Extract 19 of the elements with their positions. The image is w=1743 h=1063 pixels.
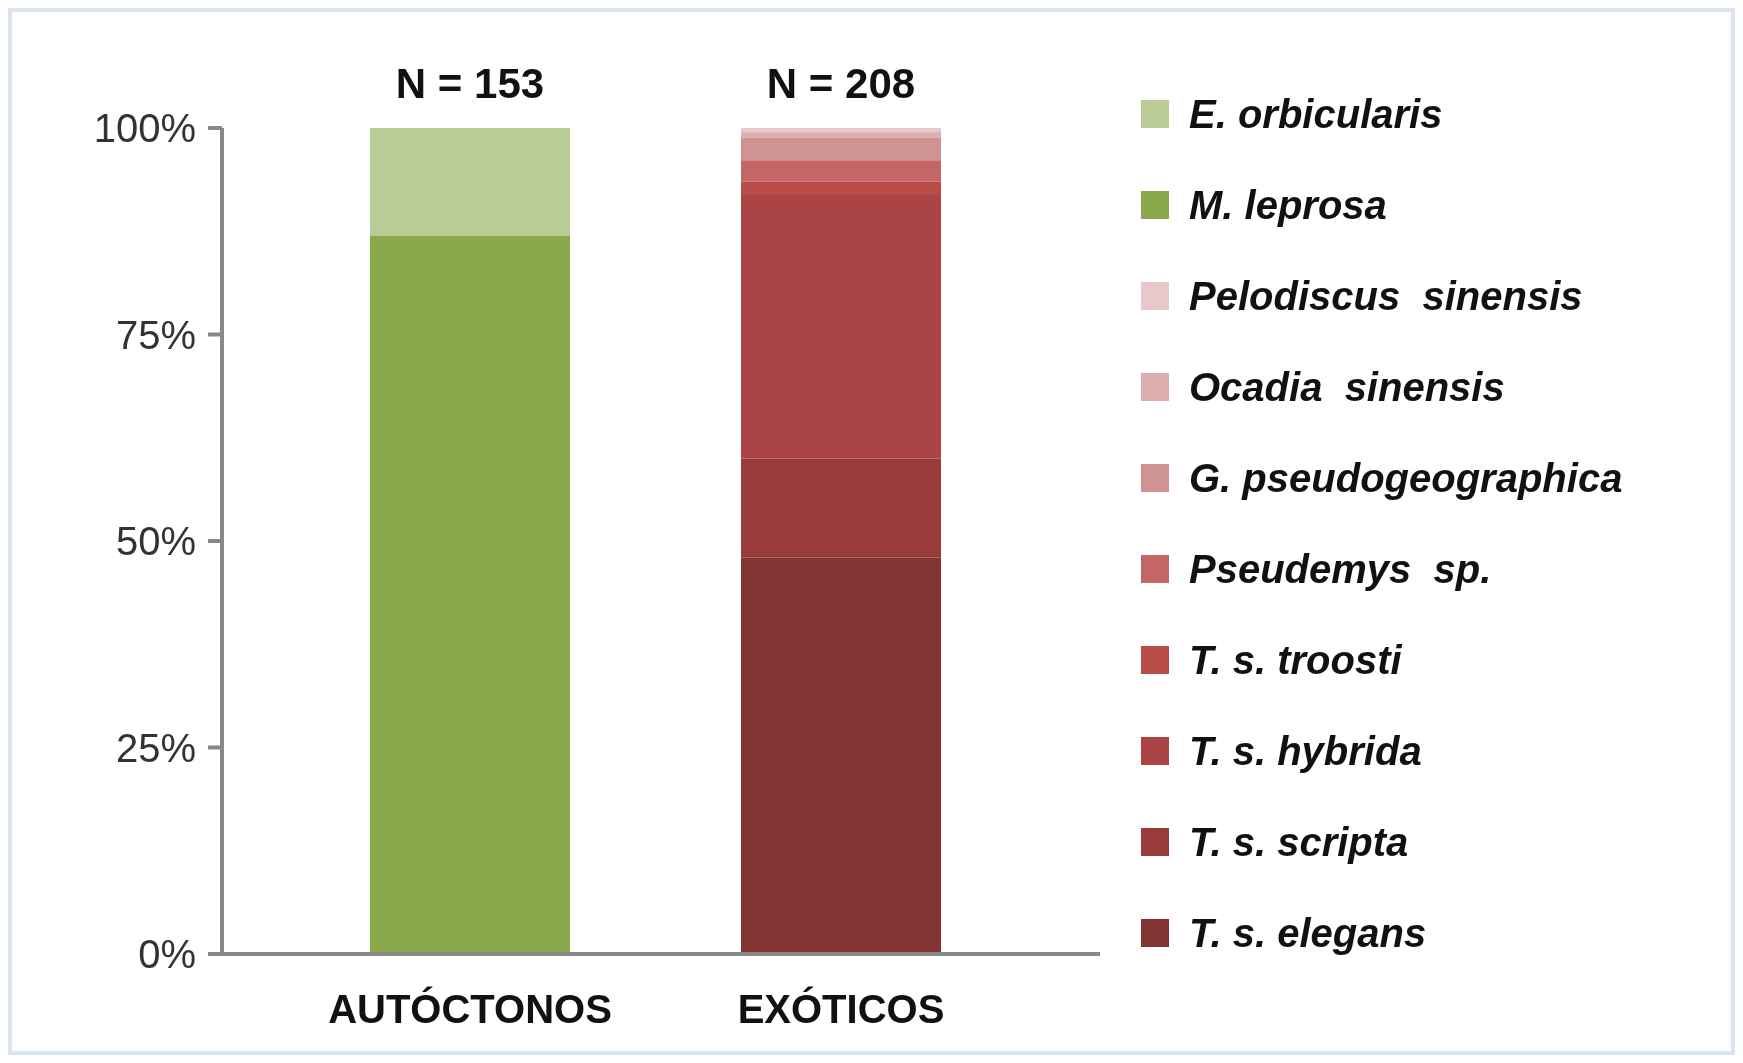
legend-label: T. s. elegans	[1189, 911, 1427, 955]
legend-label: Pelodiscus sinensis	[1189, 274, 1583, 318]
legend-label: E. orbicularis	[1189, 92, 1443, 136]
y-tick-label: 25%	[115, 725, 196, 770]
annotation: N = 208	[766, 60, 916, 107]
x-tick-label: AUTÓCTONOS	[328, 986, 612, 1031]
annotation: N = 153	[395, 60, 545, 107]
legend-label: Ocadia sinensis	[1189, 365, 1505, 409]
y-tick-label: 50%	[115, 519, 196, 563]
legend-label: Pseudemys sp.	[1189, 547, 1492, 591]
legend-label: T. s. scripta	[1189, 820, 1409, 864]
legend-label: M. leprosa	[1189, 183, 1387, 227]
x-tick-label: EXÓTICOS	[737, 986, 945, 1031]
legend-label: G. pseudogeographica	[1189, 456, 1623, 500]
y-tick-label: 75%	[115, 312, 196, 357]
y-tick-label: 0%	[138, 932, 196, 976]
legend-label: T. s. hybrida	[1189, 729, 1422, 773]
legend-label: T. s. troosti	[1189, 638, 1403, 682]
y-tick-label: 100%	[93, 106, 196, 150]
